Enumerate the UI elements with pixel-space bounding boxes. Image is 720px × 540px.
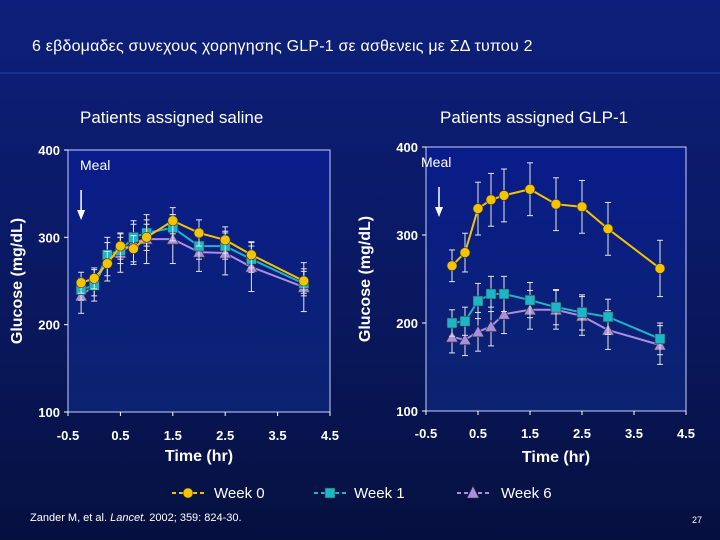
x-tick-label: 3.5	[269, 428, 287, 443]
data-point	[446, 260, 458, 272]
y-tick-label: 300	[38, 230, 60, 245]
data-point	[459, 315, 471, 327]
y-tick-label: 200	[396, 316, 418, 331]
data-point	[193, 227, 205, 239]
x-tick-label: -0.5	[415, 426, 437, 441]
y-axis-label: Glucose (mg/dL)	[9, 218, 26, 344]
data-point	[471, 325, 485, 338]
x-tick-label: 0.5	[111, 428, 129, 443]
citation-details: 2002; 359: 824-30.	[146, 512, 242, 524]
legend-week0-label: Week 0	[214, 485, 265, 502]
series-line	[451, 292, 661, 340]
data-point	[602, 311, 614, 323]
data-point	[246, 249, 257, 261]
series-line	[451, 188, 661, 270]
series-line	[451, 308, 661, 346]
x-tick-label: 0.5	[469, 426, 487, 441]
data-point	[485, 194, 497, 206]
data-point	[219, 234, 231, 246]
data-point	[602, 223, 614, 235]
x-tick-label: 1.5	[164, 428, 182, 443]
legend-week0-marker	[172, 487, 204, 499]
panel-title-saline: Patients assigned saline	[80, 108, 264, 127]
page-number: 27	[691, 515, 702, 525]
data-point	[576, 201, 588, 213]
data-point	[102, 258, 113, 269]
y-tick-label: 400	[396, 140, 418, 155]
data-point	[459, 247, 471, 258]
data-point	[654, 333, 666, 345]
x-axis-label: Time (hr)	[165, 448, 233, 465]
data-point	[472, 295, 484, 307]
y-tick-label: 300	[396, 228, 418, 243]
y-tick-label: 400	[38, 143, 60, 158]
data-point	[298, 275, 310, 287]
chart-glp1: 100 200 300 400 -0.5 0.5 1.5 2.5 3.5 4.5 Time (hr)…	[357, 140, 695, 466]
data-point	[88, 273, 100, 284]
legend-week6-marker	[457, 485, 489, 499]
data-point	[524, 294, 536, 306]
legend-week6-label: Week 6	[501, 485, 552, 502]
series-week-1	[446, 275, 666, 356]
data-point	[141, 232, 152, 243]
slide-title: 6 εβδομαδες συνεχους χορηγησης GLP-1 σε …	[32, 38, 533, 55]
data-point	[446, 317, 458, 329]
y-axis-label: Glucose (mg/dL)	[357, 216, 374, 342]
data-point	[524, 183, 536, 195]
meal-annotation: Meal	[80, 157, 110, 173]
citation-journal: Lancet.	[110, 512, 147, 524]
citation: Zander M, et al. Lancet. 2002; 359: 824-…	[30, 512, 242, 524]
data-point	[576, 307, 588, 318]
meal-arrow-head	[77, 210, 86, 220]
y-tick-label: 100	[396, 404, 418, 419]
chart-saline: 100 200 300 400 -0.5 0.5 1.5 2.5 3.5 4.5 Time (hr)…	[9, 143, 339, 465]
data-point	[498, 288, 510, 300]
data-point	[472, 203, 484, 214]
y-tick-label: 100	[38, 405, 60, 420]
x-tick-label: 2.5	[216, 428, 234, 443]
legend-week1-label: Week 1	[354, 485, 405, 502]
data-point	[654, 263, 666, 274]
data-point	[75, 277, 87, 289]
citation-authors: Zander M, et al.	[30, 512, 111, 524]
data-point	[550, 301, 562, 313]
series-week-0	[446, 162, 666, 298]
meal-arrow-head	[435, 207, 443, 217]
title-divider	[0, 72, 720, 74]
data-point	[128, 243, 139, 254]
data-point	[485, 288, 497, 300]
x-tick-label: 2.5	[573, 426, 591, 441]
data-point	[550, 198, 562, 210]
data-point	[115, 240, 126, 252]
x-tick-label: 1.5	[521, 426, 539, 441]
x-tick-label: 3.5	[625, 426, 643, 441]
legend-week1-marker	[314, 487, 346, 499]
data-point	[497, 307, 511, 320]
x-tick-label: 4.5	[677, 426, 695, 441]
data-point	[498, 190, 510, 201]
y-tick-label: 200	[38, 318, 60, 333]
data-point	[458, 333, 472, 346]
x-axis-label: Time (hr)	[522, 449, 590, 466]
meal-annotation: Meal	[421, 154, 451, 170]
x-tick-label: 4.5	[321, 428, 339, 443]
panel-title-glp1: Patients assigned GLP-1	[440, 108, 629, 127]
x-tick-label: -0.5	[57, 428, 79, 443]
data-point	[484, 319, 498, 332]
series-week-0	[75, 207, 310, 294]
data-point	[167, 215, 179, 227]
